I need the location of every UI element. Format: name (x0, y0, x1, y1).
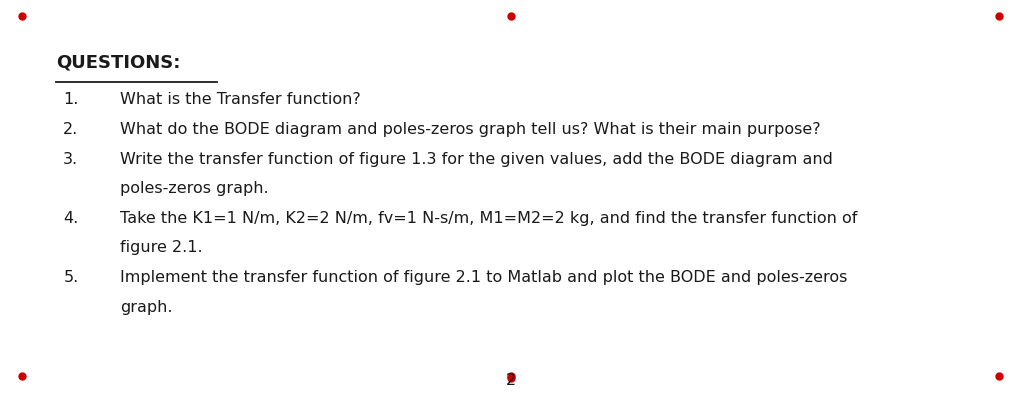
Text: QUESTIONS:: QUESTIONS: (56, 53, 181, 72)
Text: 2.: 2. (63, 122, 79, 137)
Text: graph.: graph. (120, 300, 173, 314)
Text: Take the K1=1 N/m, K2=2 N/m, fv=1 N-s/m, M1=M2=2 kg, and find the transfer funct: Take the K1=1 N/m, K2=2 N/m, fv=1 N-s/m,… (120, 211, 858, 226)
Text: poles-zeros graph.: poles-zeros graph. (120, 181, 270, 196)
Text: What do the BODE diagram and poles-zeros graph tell us? What is their main purpo: What do the BODE diagram and poles-zeros… (120, 122, 821, 137)
Text: 1.: 1. (63, 92, 79, 107)
Text: 3.: 3. (63, 152, 79, 166)
Text: 2: 2 (505, 374, 516, 388)
Text: 4.: 4. (63, 211, 79, 226)
Text: Write the transfer function of figure 1.3 for the given values, add the BODE dia: Write the transfer function of figure 1.… (120, 152, 833, 166)
Text: figure 2.1.: figure 2.1. (120, 240, 203, 255)
Text: What is the Transfer function?: What is the Transfer function? (120, 92, 361, 107)
Text: 5.: 5. (63, 270, 79, 285)
Text: Implement the transfer function of figure 2.1 to Matlab and plot the BODE and po: Implement the transfer function of figur… (120, 270, 847, 285)
